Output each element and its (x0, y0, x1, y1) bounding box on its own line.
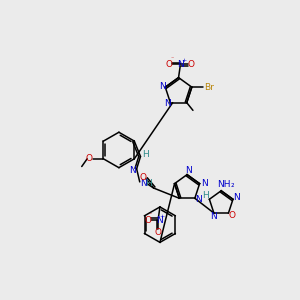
Text: N: N (140, 179, 147, 188)
Text: N: N (178, 60, 184, 69)
Text: N: N (201, 179, 208, 188)
Text: N: N (195, 195, 202, 204)
Text: ₂: ₂ (230, 180, 234, 189)
Text: O: O (166, 60, 173, 69)
Text: +: + (160, 214, 165, 219)
Text: O: O (85, 154, 92, 163)
Text: Br: Br (204, 83, 214, 92)
Text: N: N (164, 99, 171, 108)
Text: NH: NH (217, 180, 230, 189)
Text: O: O (144, 215, 151, 224)
Text: N: N (129, 166, 136, 175)
Text: N: N (233, 193, 240, 202)
Text: H: H (142, 150, 149, 159)
Text: O: O (188, 60, 194, 69)
Text: N: N (210, 212, 217, 221)
Text: O: O (155, 228, 162, 237)
Text: ⁻: ⁻ (171, 57, 174, 62)
Text: N: N (185, 166, 192, 175)
Text: N: N (156, 215, 163, 224)
Text: O: O (139, 173, 146, 182)
Text: +: + (181, 58, 187, 63)
Text: ⁻: ⁻ (149, 213, 152, 218)
Text: N: N (160, 82, 166, 91)
Text: H: H (145, 179, 152, 188)
Text: H: H (202, 191, 209, 200)
Text: O: O (229, 211, 236, 220)
